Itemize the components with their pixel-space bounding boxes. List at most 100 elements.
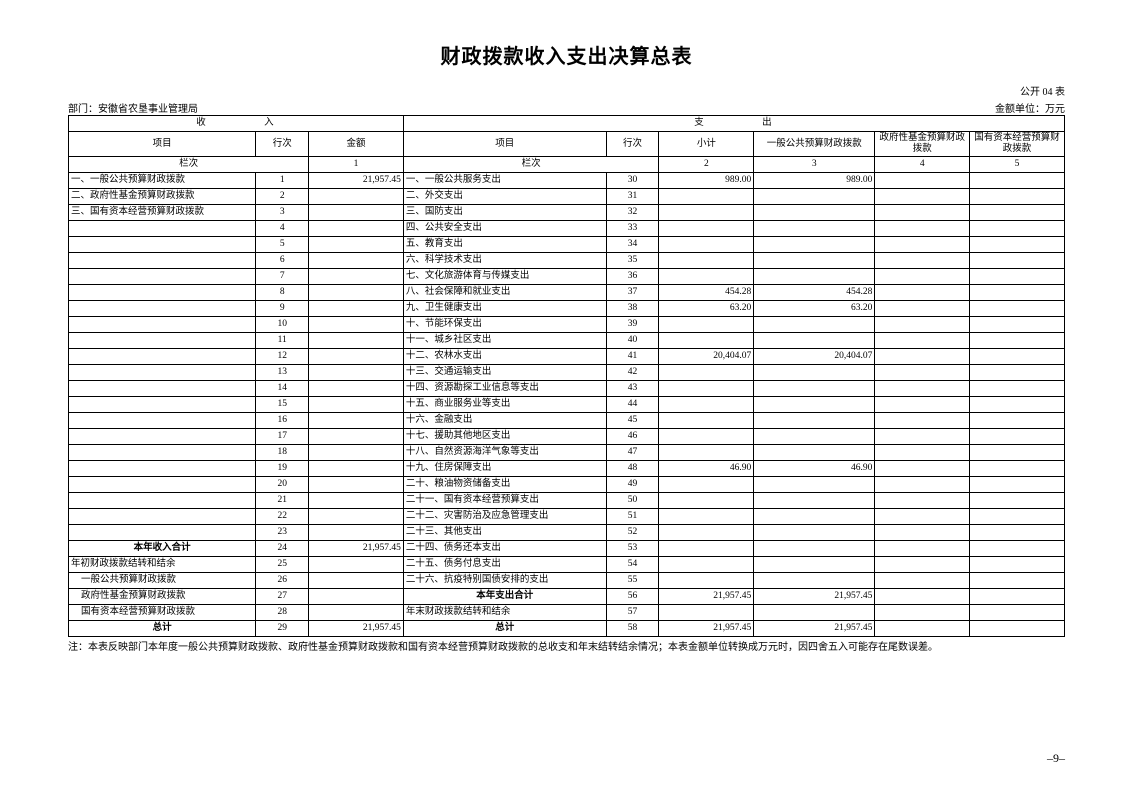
table-cell xyxy=(69,493,256,509)
table-cell xyxy=(754,573,875,589)
table-cell xyxy=(875,557,970,573)
table-cell: 21,957.45 xyxy=(309,173,404,189)
table-cell xyxy=(970,493,1065,509)
table-cell: 三、国有资本经营预算财政拨款 xyxy=(69,205,256,221)
header-amount: 金额 xyxy=(309,132,404,157)
table-cell: 21,957.45 xyxy=(754,589,875,605)
table-cell xyxy=(754,397,875,413)
table-cell: 52 xyxy=(606,525,659,541)
table-cell: 47 xyxy=(606,445,659,461)
table-cell: 50 xyxy=(606,493,659,509)
col-num-3: 3 xyxy=(754,157,875,173)
table-cell: 43 xyxy=(606,381,659,397)
table-cell: 十八、自然资源海洋气象等支出 xyxy=(403,445,606,461)
table-cell: 年初财政拨款结转和结余 xyxy=(69,557,256,573)
table-cell: 40 xyxy=(606,333,659,349)
table-cell: 二、外交支出 xyxy=(403,189,606,205)
table-cell xyxy=(875,285,970,301)
table-cell xyxy=(970,461,1065,477)
table-cell: 3 xyxy=(256,205,309,221)
table-cell xyxy=(754,253,875,269)
table-cell: 23 xyxy=(256,525,309,541)
table-cell xyxy=(875,477,970,493)
table-row: 6六、科学技术支出35 xyxy=(69,253,1065,269)
table-cell: 2 xyxy=(256,189,309,205)
table-cell: 十、节能环保支出 xyxy=(403,317,606,333)
table-cell xyxy=(875,461,970,477)
table-row: 18 十八、自然资源海洋气象等支出47 xyxy=(69,445,1065,461)
col-num-2: 2 xyxy=(659,157,754,173)
table-cell: 总计 xyxy=(69,621,256,637)
table-cell xyxy=(309,525,404,541)
table-cell: 58 xyxy=(606,621,659,637)
table-cell xyxy=(309,509,404,525)
table-row: 22二十二、灾害防治及应急管理支出51 xyxy=(69,509,1065,525)
form-number-row: 公开 04 表 xyxy=(68,83,1065,98)
table-row: 17十七、援助其他地区支出46 xyxy=(69,429,1065,445)
col-label-right: 栏次 xyxy=(403,157,659,173)
table-cell: 九、卫生健康支出 xyxy=(403,301,606,317)
table-cell: 一般公共预算财政拨款 xyxy=(69,573,256,589)
table-cell xyxy=(875,253,970,269)
table-row: 11十一、城乡社区支出40 xyxy=(69,333,1065,349)
table-cell xyxy=(309,477,404,493)
table-cell xyxy=(875,605,970,621)
table-cell xyxy=(970,541,1065,557)
table-cell: 54 xyxy=(606,557,659,573)
unit-label: 金额单位：万元 xyxy=(995,100,1065,115)
footnote: 注：本表反映部门本年度一般公共预算财政拨款、政府性基金预算财政拨款和国有资本经营… xyxy=(68,641,1065,655)
header-item-out: 项目 xyxy=(403,132,606,157)
form-number: 公开 04 表 xyxy=(1020,83,1065,98)
table-cell xyxy=(970,189,1065,205)
table-cell xyxy=(875,525,970,541)
table-cell xyxy=(875,445,970,461)
table-cell: 18 xyxy=(256,445,309,461)
table-cell: 六、科学技术支出 xyxy=(403,253,606,269)
table-cell: 34 xyxy=(606,237,659,253)
table-cell xyxy=(69,413,256,429)
table-cell xyxy=(69,477,256,493)
table-cell: 39 xyxy=(606,317,659,333)
table-cell xyxy=(659,525,754,541)
table-cell: 二十四、债务还本支出 xyxy=(403,541,606,557)
table-cell xyxy=(970,605,1065,621)
table-cell xyxy=(754,413,875,429)
table-cell: 二十五、债务付息支出 xyxy=(403,557,606,573)
table-cell xyxy=(970,429,1065,445)
table-cell: 454.28 xyxy=(659,285,754,301)
table-cell xyxy=(659,605,754,621)
table-cell: 二十三、其他支出 xyxy=(403,525,606,541)
table-cell xyxy=(875,493,970,509)
table-cell: 12 xyxy=(256,349,309,365)
table-cell xyxy=(659,445,754,461)
table-row: 14十四、资源勘探工业信息等支出43 xyxy=(69,381,1065,397)
table-cell xyxy=(659,413,754,429)
table-cell xyxy=(754,221,875,237)
table-cell: 7 xyxy=(256,269,309,285)
table-cell xyxy=(970,221,1065,237)
table-cell xyxy=(309,301,404,317)
table-row: 10十、节能环保支出39 xyxy=(69,317,1065,333)
table-cell xyxy=(754,477,875,493)
table-row: 15十五、商业服务业等支出44 xyxy=(69,397,1065,413)
table-cell xyxy=(69,461,256,477)
table-cell xyxy=(875,589,970,605)
table-row: 13十三、交通运输支出42 xyxy=(69,365,1065,381)
table-cell xyxy=(309,589,404,605)
table-cell xyxy=(754,269,875,285)
budget-table: 收 入 支 出 项目 行次 金额 项目 行次 小计 一般公共预算财政拨款 政府性… xyxy=(68,115,1065,637)
table-cell xyxy=(875,301,970,317)
table-row: 23 二十三、其他支出52 xyxy=(69,525,1065,541)
table-cell: 36 xyxy=(606,269,659,285)
table-row: 国有资本经营预算财政拨款28年末财政拨款结转和结余57 xyxy=(69,605,1065,621)
table-cell xyxy=(309,237,404,253)
table-cell xyxy=(309,221,404,237)
table-cell xyxy=(309,189,404,205)
table-cell xyxy=(69,509,256,525)
table-cell xyxy=(69,301,256,317)
table-cell xyxy=(659,365,754,381)
table-cell xyxy=(970,621,1065,637)
table-cell: 5 xyxy=(256,237,309,253)
table-cell: 11 xyxy=(256,333,309,349)
table-cell: 十六、金融支出 xyxy=(403,413,606,429)
